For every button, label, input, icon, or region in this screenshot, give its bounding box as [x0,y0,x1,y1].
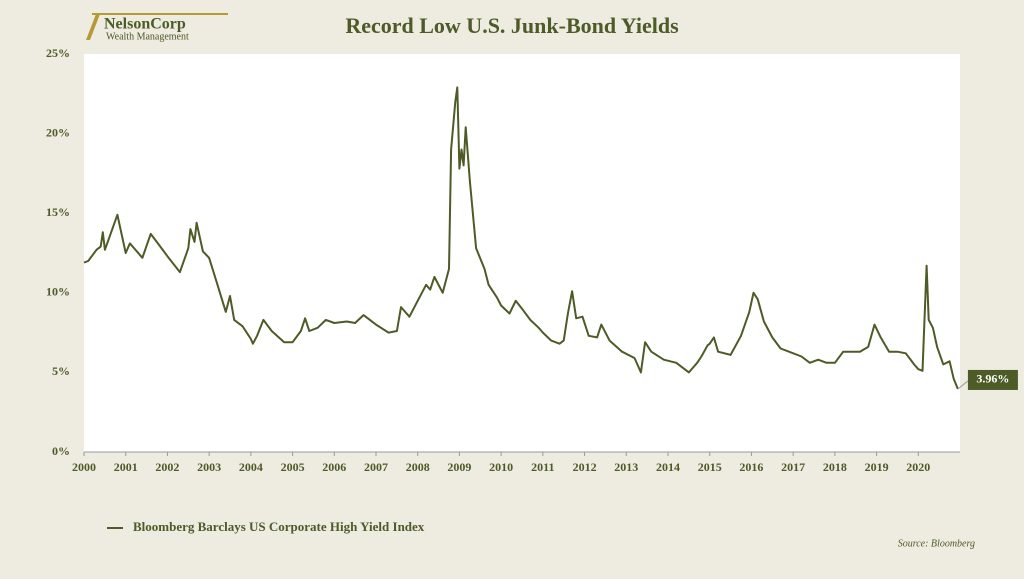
brand-tagline: Wealth Management [106,31,189,42]
x-tick-label: 2003 [197,460,221,474]
annotation-label: 3.96% [976,372,1009,386]
x-tick-label: 2005 [281,460,305,474]
x-tick-label: 2009 [447,460,471,474]
x-tick-label: 2008 [406,460,430,474]
x-tick-label: 2014 [656,460,680,474]
x-tick-label: 2000 [72,460,96,474]
x-tick-label: 2010 [489,460,513,474]
legend-label: Bloomberg Barclays US Corporate High Yie… [133,519,425,534]
x-tick-label: 2015 [698,460,722,474]
y-tick-label: 25% [46,46,70,60]
x-tick-label: 2020 [906,460,930,474]
annotation-leader [957,380,969,390]
x-tick-label: 2019 [865,460,889,474]
plot-area [84,54,960,452]
annotation-box [967,369,1018,390]
x-tick-label: 2001 [114,460,138,474]
y-tick-label: 0% [52,444,70,458]
brand-name: NelsonCorp [104,16,186,33]
y-tick-label: 20% [46,125,70,139]
x-tick-label: 2016 [739,460,763,474]
x-tick-label: 2006 [322,460,346,474]
chart-title: Record Low U.S. Junk-Bond Yields [345,13,679,38]
x-tick-label: 2002 [155,460,179,474]
y-tick-label: 15% [46,205,70,219]
logo-mark [86,14,100,40]
x-tick-label: 2017 [781,460,805,474]
y-tick-label: 10% [46,285,70,299]
source: Source: Bloomberg [898,538,975,549]
x-tick-label: 2018 [823,460,847,474]
x-tick-label: 2004 [239,460,263,474]
x-tick-label: 2012 [573,460,597,474]
x-tick-label: 2011 [531,460,554,474]
y-tick-label: 5% [52,364,70,378]
x-tick-label: 2007 [364,460,388,474]
x-tick-label: 2013 [614,460,638,474]
series-line [83,86,959,390]
